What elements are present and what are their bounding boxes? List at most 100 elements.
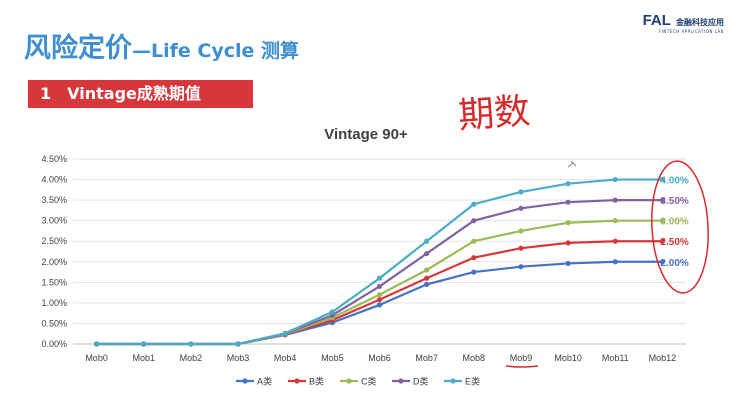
handwritten-annotations: 期数 xyxy=(457,90,709,368)
data-point-C xyxy=(471,238,477,244)
data-point-B xyxy=(376,297,383,303)
legend-item-C: C类 xyxy=(340,376,377,387)
data-point-A xyxy=(612,259,618,265)
legend-marker xyxy=(346,378,352,384)
data-point-D xyxy=(518,205,524,211)
chart-series xyxy=(93,176,666,347)
data-point-B xyxy=(659,238,666,244)
data-point-A xyxy=(471,269,477,275)
x-tick-label: Mob6 xyxy=(368,353,391,363)
y-tick-label: 4.00% xyxy=(41,175,67,185)
x-axis-ticks: Mob0 Mob1 Mob2 Mob3 Mob4 Mob5 Mob6 Mob7 Mob8 Mob9… xyxy=(85,353,676,363)
data-point-C xyxy=(376,292,383,298)
data-point-C xyxy=(424,267,430,273)
data-point-B xyxy=(565,240,571,246)
data-point-A xyxy=(424,281,430,287)
data-point-E xyxy=(376,275,383,281)
y-tick-label: 1.00% xyxy=(41,298,67,308)
x-tick-label: Mob10 xyxy=(554,353,582,363)
legend-marker xyxy=(294,378,300,384)
logo-cn: 金融科技应用 xyxy=(676,18,724,27)
y-tick-label: 2.50% xyxy=(41,236,67,246)
logo-en: FINTECH APPLICATION LAB xyxy=(658,29,724,34)
data-point-D xyxy=(565,199,571,205)
data-point-E xyxy=(518,189,524,195)
end-label-D: 3.50% xyxy=(660,196,688,207)
data-point-A xyxy=(518,264,524,270)
end-label-A: 2.00% xyxy=(660,258,688,269)
handwriting-text: 期数 xyxy=(457,90,532,136)
legend-label: A类 xyxy=(257,376,272,387)
data-point-E xyxy=(329,309,335,315)
data-point-C xyxy=(518,228,524,234)
legend-marker xyxy=(242,378,248,384)
y-tick-label: 1.50% xyxy=(41,277,67,287)
y-tick-label: 3.00% xyxy=(41,216,67,226)
slide-title-main: 风险定价 xyxy=(24,33,132,64)
x-tick-label: Mob0 xyxy=(85,353,108,363)
data-point-E xyxy=(565,181,571,187)
chart-legend: A类 B类 C类 D类 E类 xyxy=(236,376,480,387)
data-point-D xyxy=(424,250,430,257)
circle-annotation xyxy=(651,160,709,294)
data-point-E xyxy=(612,176,618,183)
x-tick-label: Mob11 xyxy=(602,353,629,363)
y-tick-label: 3.50% xyxy=(41,195,67,205)
legend-label: B类 xyxy=(309,376,324,387)
slide-title: 风险定价—Life Cycle 测算 xyxy=(24,26,299,65)
data-point-E xyxy=(282,330,288,336)
data-point-C xyxy=(659,218,666,224)
x-tick-label: Mob3 xyxy=(227,353,250,363)
chart-grid xyxy=(73,158,686,345)
y-tick-label: 0.00% xyxy=(41,339,67,349)
x-tick-label: Mob2 xyxy=(180,353,203,363)
data-point-D xyxy=(471,218,477,224)
legend-item-D: D类 xyxy=(392,376,429,387)
section-banner: 1 Vintage成熟期值 xyxy=(28,80,253,108)
data-point-E xyxy=(424,238,430,244)
legend-marker xyxy=(398,378,404,384)
y-axis-ticks: 0.00% 0.50% 1.00% 1.50% 2.00% 2.50% 3.00% 3.50%… xyxy=(41,154,67,349)
data-point-D xyxy=(612,197,618,203)
data-point-E xyxy=(141,341,147,347)
x-tick-label: Mob8 xyxy=(463,353,486,363)
data-point-B xyxy=(424,275,430,281)
data-point-B xyxy=(612,238,618,244)
legend-item-B: B类 xyxy=(288,376,324,387)
legend-label: D类 xyxy=(413,376,429,387)
x-tick-label: Mob12 xyxy=(649,353,677,363)
section-title: Vintage成熟期值 xyxy=(67,84,201,103)
data-point-A xyxy=(376,302,383,308)
data-point-E xyxy=(471,201,477,207)
x-tick-label: Mob7 xyxy=(415,353,438,363)
data-point-E xyxy=(659,176,666,183)
legend-label: C类 xyxy=(361,376,377,387)
x-tick-label: Mob4 xyxy=(274,353,297,363)
chart-title: Vintage 90+ xyxy=(324,126,408,143)
data-point-C xyxy=(565,220,571,226)
slide-title-sub: —Life Cycle 测算 xyxy=(132,40,299,62)
section-number: 1 xyxy=(40,84,52,103)
legend-marker xyxy=(450,378,456,384)
data-point-C xyxy=(612,218,618,224)
data-point-A xyxy=(565,260,571,267)
data-point-E xyxy=(235,341,241,347)
data-point-B xyxy=(471,255,477,261)
data-point-E xyxy=(93,341,100,347)
legend-label: E类 xyxy=(465,376,480,387)
end-label-B: 2.50% xyxy=(660,237,688,248)
end-label-E: 4.00% xyxy=(660,176,688,187)
end-labels: 2.00% 2.50% 3.00% 3.50% 4.00% xyxy=(660,176,688,269)
x-tick-label: Mob5 xyxy=(321,353,344,363)
data-point-A xyxy=(659,259,666,265)
end-label-C: 3.00% xyxy=(660,217,688,228)
underline-annotation xyxy=(505,365,539,368)
x-tick-label: Mob1 xyxy=(132,353,155,363)
legend-item-E: E类 xyxy=(444,376,480,387)
logo-brand: FAL xyxy=(642,12,671,29)
y-tick-label: 4.50% xyxy=(41,154,67,164)
x-tick-label: Mob9 xyxy=(510,353,533,363)
small-check-mark xyxy=(567,160,577,168)
legend-item-A: A类 xyxy=(236,376,272,387)
